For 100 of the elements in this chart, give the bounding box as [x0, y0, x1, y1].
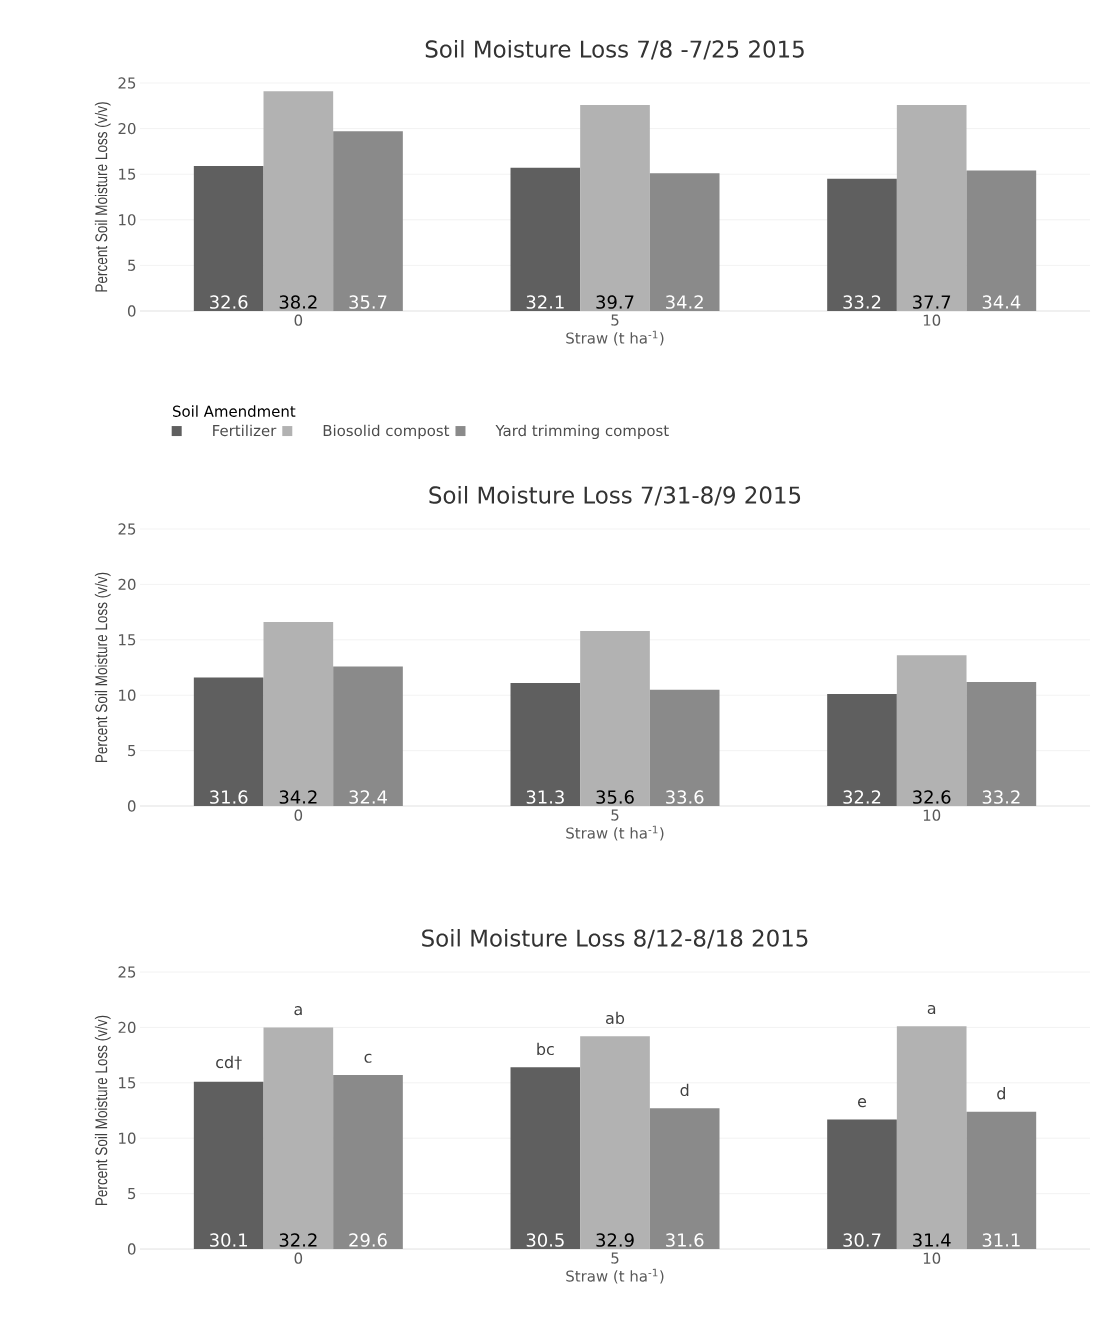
bar	[896, 104, 967, 312]
annotation: 32.9	[596, 1233, 634, 1247]
bar	[896, 655, 967, 807]
annotation: 34.4	[982, 295, 1021, 309]
annotation: 31.1	[982, 1233, 1020, 1247]
annotation: ab	[606, 1011, 625, 1025]
annotation: 31.6	[210, 790, 248, 804]
annotation: 34.2	[666, 295, 703, 309]
chart-title: Soil Moisture Loss 7/8 -7/25 2015	[425, 39, 804, 60]
annotation: 33.2	[982, 790, 1020, 804]
bar	[827, 178, 897, 312]
y-tick-label: 25	[118, 77, 136, 89]
legend-title: Soil Amendment	[173, 405, 296, 417]
legend-label: Yard trimming compost	[495, 424, 669, 440]
annotation: a	[927, 1004, 936, 1015]
annotation: 37.7	[913, 295, 951, 309]
annotation: 32.2	[843, 790, 881, 804]
bar	[649, 1108, 720, 1250]
x-tick-label: 0	[294, 1252, 303, 1264]
annotation: 38.2	[279, 295, 317, 309]
annotation: 39.7	[596, 295, 634, 309]
bar	[193, 677, 264, 807]
x-tick-label: 5	[611, 809, 619, 821]
annotation: d	[997, 1087, 1005, 1100]
bar	[580, 104, 650, 312]
y-tick-label: 0	[127, 305, 136, 317]
y-tick-label: 10	[119, 214, 136, 226]
annotation: 34.2	[279, 790, 317, 804]
annotation: 30.5	[526, 1233, 564, 1247]
bar	[827, 694, 897, 807]
annotation: 32.4	[349, 790, 387, 804]
annotation: 31.4	[913, 1233, 951, 1247]
x-tick-label: 10	[923, 314, 941, 326]
annotation: a	[294, 1006, 302, 1016]
bar	[510, 167, 581, 312]
y-tick-label: 5	[128, 745, 136, 757]
y-tick-label: 25	[118, 966, 136, 978]
bar	[263, 91, 334, 312]
annotation: 32.6	[210, 295, 248, 309]
annotation: 32.6	[913, 790, 951, 804]
x-axis-title: Straw (t ha$^{-1}$)	[566, 1268, 664, 1284]
bar	[510, 683, 581, 807]
bar	[263, 622, 334, 807]
annotation: bc	[537, 1042, 554, 1056]
legend-label: Biosolid compost	[323, 424, 450, 440]
x-tick-label: 5	[611, 1252, 619, 1264]
bar	[580, 630, 650, 807]
annotation: 33.2	[843, 295, 881, 309]
bar	[510, 1067, 581, 1250]
y-tick-label: 15	[119, 634, 136, 646]
annotation: cd†	[216, 1055, 242, 1070]
x-axis-title: Straw (t ha$^{-1}$)	[566, 330, 664, 346]
bar	[333, 131, 403, 312]
x-tick-label: 10	[923, 1252, 941, 1264]
bar	[966, 681, 1037, 807]
annotation: 32.2	[279, 1233, 317, 1247]
y-tick-label: 15	[119, 1077, 136, 1089]
bar	[580, 1036, 650, 1250]
y-tick-label: 0	[127, 800, 136, 812]
y-tick-label: 20	[118, 578, 136, 591]
bar	[896, 1026, 967, 1250]
y-tick-label: 25	[118, 523, 136, 535]
y-tick-label: 20	[118, 1021, 136, 1034]
annotation: 30.1	[210, 1233, 247, 1247]
annotation: 29.6	[349, 1233, 387, 1247]
x-tick-label: 5	[611, 314, 619, 326]
bar	[649, 173, 720, 312]
x-axis-title: Straw (t ha$^{-1}$)	[566, 825, 664, 841]
annotation: 32.1	[526, 295, 564, 309]
annotation: 30.7	[843, 1233, 881, 1247]
x-tick-label: 0	[294, 809, 303, 821]
legend-label: Fertilizer	[213, 424, 277, 437]
annotation: c	[364, 1053, 372, 1063]
annotation: 35.6	[596, 790, 634, 804]
bar	[649, 689, 720, 807]
bar	[333, 1075, 403, 1250]
annotation: d	[680, 1083, 689, 1097]
y-tick-label: 0	[127, 1243, 136, 1255]
bar	[966, 170, 1037, 312]
y-axis-title: Percent Soil Moisture Loss (v/v)	[94, 572, 111, 763]
x-tick-label: 10	[923, 809, 941, 821]
y-tick-label: 15	[119, 168, 136, 180]
chart-title: Soil Moisture Loss 8/12-8/18 2015	[422, 928, 808, 949]
y-tick-label: 5	[128, 1188, 136, 1200]
chart-title: Soil Moisture Loss 7/31-8/9 2015	[429, 485, 801, 506]
bar	[193, 166, 264, 312]
annotation: 33.6	[666, 790, 704, 804]
bar	[333, 666, 403, 807]
bar	[827, 1119, 897, 1250]
annotation: e	[857, 1098, 867, 1108]
annotation: 35.7	[349, 295, 387, 309]
annotation: 31.6	[666, 1233, 704, 1247]
bar	[193, 1081, 264, 1250]
y-tick-label: 10	[119, 689, 136, 701]
y-tick-label: 10	[119, 1132, 136, 1144]
y-tick-label: 20	[118, 122, 136, 135]
annotation: 31.3	[526, 790, 564, 804]
y-axis-title: Percent Soil Moisture Loss (v/v)	[94, 1015, 111, 1206]
bar	[966, 1111, 1037, 1250]
bar	[263, 1027, 334, 1250]
